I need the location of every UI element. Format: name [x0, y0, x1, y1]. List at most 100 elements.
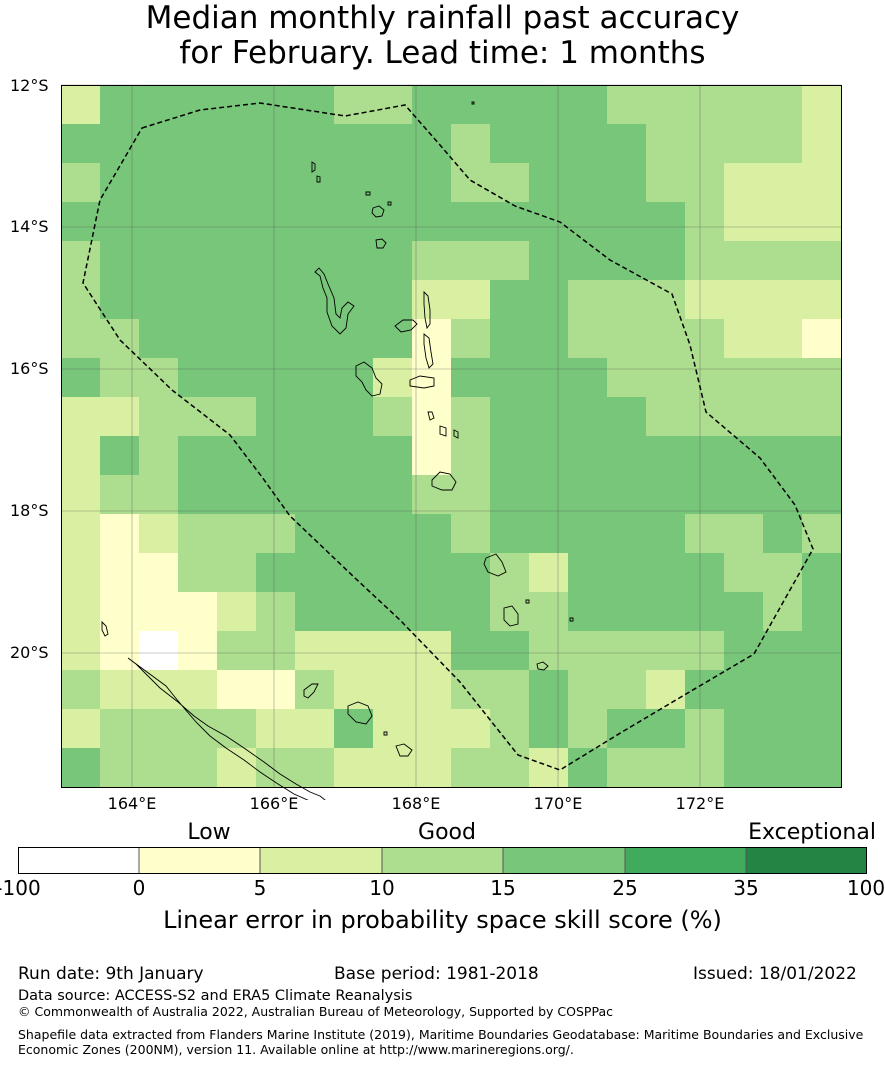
grid-cell [685, 241, 725, 281]
grid-cell [685, 436, 725, 476]
grid-cell [568, 475, 608, 515]
island-shepherd [453, 429, 459, 439]
grid-cell [490, 85, 530, 125]
grid-cell [568, 319, 608, 359]
island-small [387, 201, 392, 206]
grid-cell [178, 670, 218, 710]
grid-cell [178, 124, 218, 164]
lon-label-164e: 164°E [107, 794, 157, 813]
grid-cell [646, 631, 686, 671]
grid-cell [802, 436, 842, 476]
map-title-line1: Median monthly rainfall past accuracy [145, 0, 740, 36]
grid-cell [724, 553, 764, 593]
grid-cell [256, 163, 296, 203]
grid-cell [451, 436, 491, 476]
island-tiga [383, 731, 388, 736]
grid-cell [139, 436, 179, 476]
grid-cell [763, 631, 803, 671]
grid-cell [373, 553, 413, 593]
grid-cell [217, 202, 257, 242]
grid-cell [139, 202, 179, 242]
grid-cell [646, 397, 686, 437]
grid-cell [763, 319, 803, 359]
grid-cell [724, 592, 764, 632]
grid-cell [607, 592, 647, 632]
grid-cell [529, 358, 569, 398]
grid-cell [412, 241, 452, 281]
grid-cell [295, 709, 335, 749]
grid-cell [217, 163, 257, 203]
island-aneityum [536, 661, 549, 671]
grid-cell [100, 358, 140, 398]
grid-cell [763, 397, 803, 437]
skill-grid [61, 85, 842, 788]
grid-cell [529, 709, 569, 749]
grid-cell [451, 670, 491, 710]
grid-cell [412, 553, 452, 593]
grid-cell [568, 553, 608, 593]
grid-cell [451, 319, 491, 359]
grid-cell [802, 241, 842, 281]
grid-cell [724, 475, 764, 515]
grid-cell [763, 553, 803, 593]
grid-cell [217, 709, 257, 749]
grid-cell [61, 475, 101, 515]
island-tanna [503, 605, 519, 627]
grid-cell [763, 358, 803, 398]
grid-cell [529, 670, 569, 710]
grid-cell [61, 436, 101, 476]
grid-cell [646, 202, 686, 242]
grid-cell [256, 709, 296, 749]
grid-cell [295, 202, 335, 242]
grid-cell [451, 85, 491, 125]
grid-cell [646, 514, 686, 554]
grid-cell [178, 748, 218, 788]
grid-cell [529, 475, 569, 515]
grid-cell [295, 397, 335, 437]
grid-cell [802, 592, 842, 632]
grid-cell [568, 280, 608, 320]
grid-cell [646, 553, 686, 593]
grid-cell [61, 241, 101, 281]
grid-cell [802, 163, 842, 203]
grid-cell [295, 592, 335, 632]
grid-cell [802, 553, 842, 593]
grid-cell [490, 241, 530, 281]
grid-cell [529, 280, 569, 320]
grid-cell [568, 163, 608, 203]
grid-cell [763, 670, 803, 710]
grid-cell [334, 202, 374, 242]
grid-cell [568, 709, 608, 749]
grid-cell [100, 592, 140, 632]
grid-cell [217, 748, 257, 788]
grid-cell [568, 241, 608, 281]
grid-cell [607, 85, 647, 125]
grid-cell [256, 553, 296, 593]
lon-label-168e: 168°E [391, 794, 441, 813]
grid-cell [607, 475, 647, 515]
island-ambae [394, 319, 418, 333]
grid-cell [256, 670, 296, 710]
grid-cell [334, 124, 374, 164]
grid-cell [646, 280, 686, 320]
grid-cell [295, 475, 335, 515]
grid-cell [412, 124, 452, 164]
grid-cell [295, 241, 335, 281]
grid-cell [178, 319, 218, 359]
grid-cell [256, 202, 296, 242]
grid-cell [334, 553, 374, 593]
grid-cell [178, 514, 218, 554]
grid-cell [607, 163, 647, 203]
grid-cell [295, 748, 335, 788]
grid-cell [217, 670, 257, 710]
grid-cell [178, 280, 218, 320]
grid-cell [529, 592, 569, 632]
grid-cell [256, 592, 296, 632]
grid-cell [607, 358, 647, 398]
grid-cell [607, 631, 647, 671]
grid-cell [373, 514, 413, 554]
grid-cell [217, 280, 257, 320]
grid-cell [217, 631, 257, 671]
colorbar-swatch-3 [382, 847, 503, 874]
shapefile-credit-line2: Economic Zones (200NM), version 11. Avai… [18, 1042, 574, 1057]
